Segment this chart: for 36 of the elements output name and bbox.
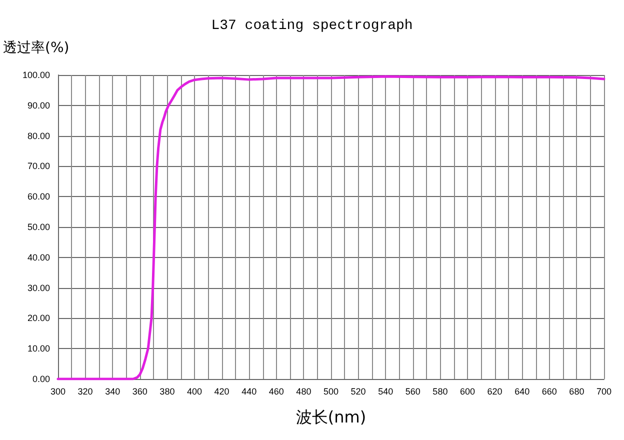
x-tick-label: 640 bbox=[514, 386, 530, 396]
x-tick-label: 620 bbox=[487, 386, 502, 396]
x-tick-label: 380 bbox=[160, 386, 175, 396]
x-tick-label: 600 bbox=[460, 386, 476, 396]
x-tick-label: 500 bbox=[323, 386, 339, 396]
x-tick-label: 360 bbox=[132, 386, 148, 396]
y-tick-label: 90.00 bbox=[27, 100, 50, 110]
y-tick-label: 80.00 bbox=[27, 130, 50, 141]
x-tick-label: 440 bbox=[242, 386, 257, 396]
x-tick-label: 400 bbox=[186, 386, 202, 396]
x-tick-label: 340 bbox=[105, 386, 120, 396]
x-tick-label: 320 bbox=[78, 386, 93, 396]
y-tick-label: 30.00 bbox=[27, 282, 50, 293]
x-tick-label: 660 bbox=[542, 386, 557, 396]
y-tick-label: 0.00 bbox=[32, 374, 50, 384]
x-tick-label: 680 bbox=[569, 386, 584, 396]
x-tick-label: 460 bbox=[268, 386, 284, 396]
x-axis-title: 波长(nm) bbox=[296, 408, 366, 426]
y-tick-label: 10.00 bbox=[27, 344, 50, 354]
x-tick-label: 540 bbox=[378, 386, 394, 396]
x-tick-label: 580 bbox=[432, 386, 448, 396]
y-tick-label: 70.00 bbox=[27, 161, 50, 172]
x-tick-label: 700 bbox=[596, 386, 612, 396]
line-series bbox=[56, 75, 606, 380]
x-tick-label: 420 bbox=[214, 386, 230, 396]
y-tick-label: 60.00 bbox=[27, 192, 50, 202]
x-tick-label: 300 bbox=[50, 386, 66, 396]
x-tick-label: 480 bbox=[296, 386, 312, 396]
y-axis-title: 透过率(%) bbox=[3, 40, 70, 56]
y-tick-label: 100.00 bbox=[22, 70, 50, 80]
x-tick-label: 520 bbox=[350, 386, 366, 396]
y-tick-label: 40.00 bbox=[27, 252, 50, 262]
y-tick-label: 50.00 bbox=[27, 222, 50, 232]
x-tick-label: 560 bbox=[405, 386, 420, 396]
y-tick-label: 20.00 bbox=[27, 313, 50, 324]
chart-title: L37 coating spectrograph bbox=[211, 18, 413, 34]
